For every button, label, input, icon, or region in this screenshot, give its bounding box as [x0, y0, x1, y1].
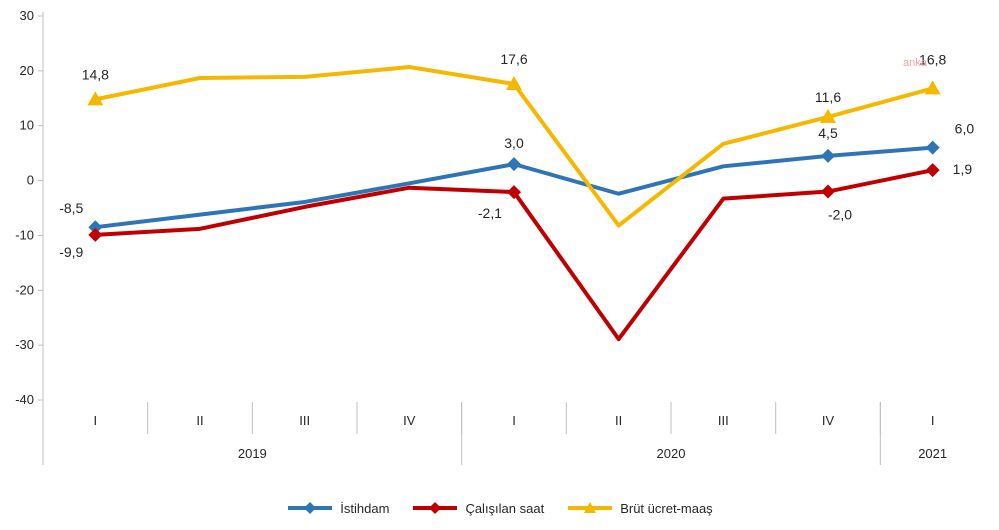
data-label: 14,8 — [82, 66, 109, 82]
data-label: 1,9 — [953, 161, 973, 177]
series-1 — [88, 163, 940, 342]
data-point-marker — [507, 157, 521, 172]
y-tick-label: 20 — [20, 63, 34, 78]
year-label: 2019 — [238, 446, 267, 461]
data-label: 3,0 — [504, 135, 524, 151]
legend-swatch — [288, 502, 333, 514]
legend-item: İstihdam — [286, 501, 389, 516]
year-label: 2021 — [918, 446, 947, 461]
legend-item: Brüt ücret-maaş — [566, 500, 713, 516]
legend: İstihdam Çalışılan saat Brüt ücret-maaş — [0, 496, 999, 520]
x-tick-label: IV — [403, 413, 416, 428]
data-label: 4,5 — [818, 125, 838, 141]
legend-swatch — [413, 502, 458, 514]
series-0 — [88, 140, 940, 235]
data-point-marker — [821, 148, 835, 163]
data-label: -2,1 — [478, 205, 502, 221]
data-point-marker — [87, 91, 104, 106]
data-label: 16,8 — [919, 51, 946, 67]
x-tick-label: I — [512, 413, 516, 428]
x-tick-label: II — [196, 413, 203, 428]
y-tick-label: -10 — [15, 227, 34, 242]
x-tick-label: III — [299, 413, 310, 428]
watermark: anka — [903, 57, 928, 69]
data-label: 6,0 — [955, 121, 975, 137]
data-label: 17,6 — [500, 51, 527, 67]
year-label: 2020 — [657, 446, 686, 461]
data-labels: -8,5 3,0 4,5 6,0 -9,9 -2,1 -2,0 1,9 14,8 17,6 11,6… — [59, 51, 974, 260]
data-point-marker — [88, 227, 103, 242]
y-tick-label: -20 — [15, 282, 34, 297]
data-point-marker — [924, 80, 941, 95]
x-tick-label: I — [94, 413, 98, 428]
legend-swatch — [568, 502, 613, 513]
y-tick-label: -40 — [15, 392, 34, 407]
data-point-marker — [506, 76, 522, 91]
x-tick-label: III — [718, 413, 729, 428]
data-label: -9,9 — [59, 244, 83, 260]
y-tick-label: 10 — [20, 118, 34, 133]
data-point-marker — [507, 185, 521, 200]
x-tick-label: IV — [822, 413, 835, 428]
series — [87, 65, 941, 342]
axes — [38, 12, 881, 465]
y-tick-label: 0 — [27, 173, 34, 188]
data-label: -8,5 — [59, 200, 83, 216]
x-tick-label: I — [931, 413, 935, 428]
legend-label: Çalışılan saat — [465, 500, 545, 516]
data-point-marker — [925, 140, 940, 155]
y-tick-label: 30 — [20, 8, 34, 23]
legend-label: Brüt ücret-maaş — [620, 500, 713, 516]
y-tick-label: -30 — [15, 337, 34, 352]
data-point-marker — [88, 220, 103, 235]
legend-item: Çalışılan saat — [411, 501, 544, 516]
x-tick-label: II — [615, 413, 622, 428]
data-label: -2,0 — [828, 207, 852, 223]
legend-label: İstihdam — [340, 500, 390, 516]
data-point-marker — [925, 163, 940, 178]
data-point-marker — [821, 184, 835, 199]
data-label: 11,6 — [815, 89, 841, 105]
y-tick-labels: 30 20 10 0 -10 -20 -30 -40 — [15, 8, 34, 407]
series-2 — [87, 65, 941, 228]
data-point-marker — [820, 108, 836, 123]
